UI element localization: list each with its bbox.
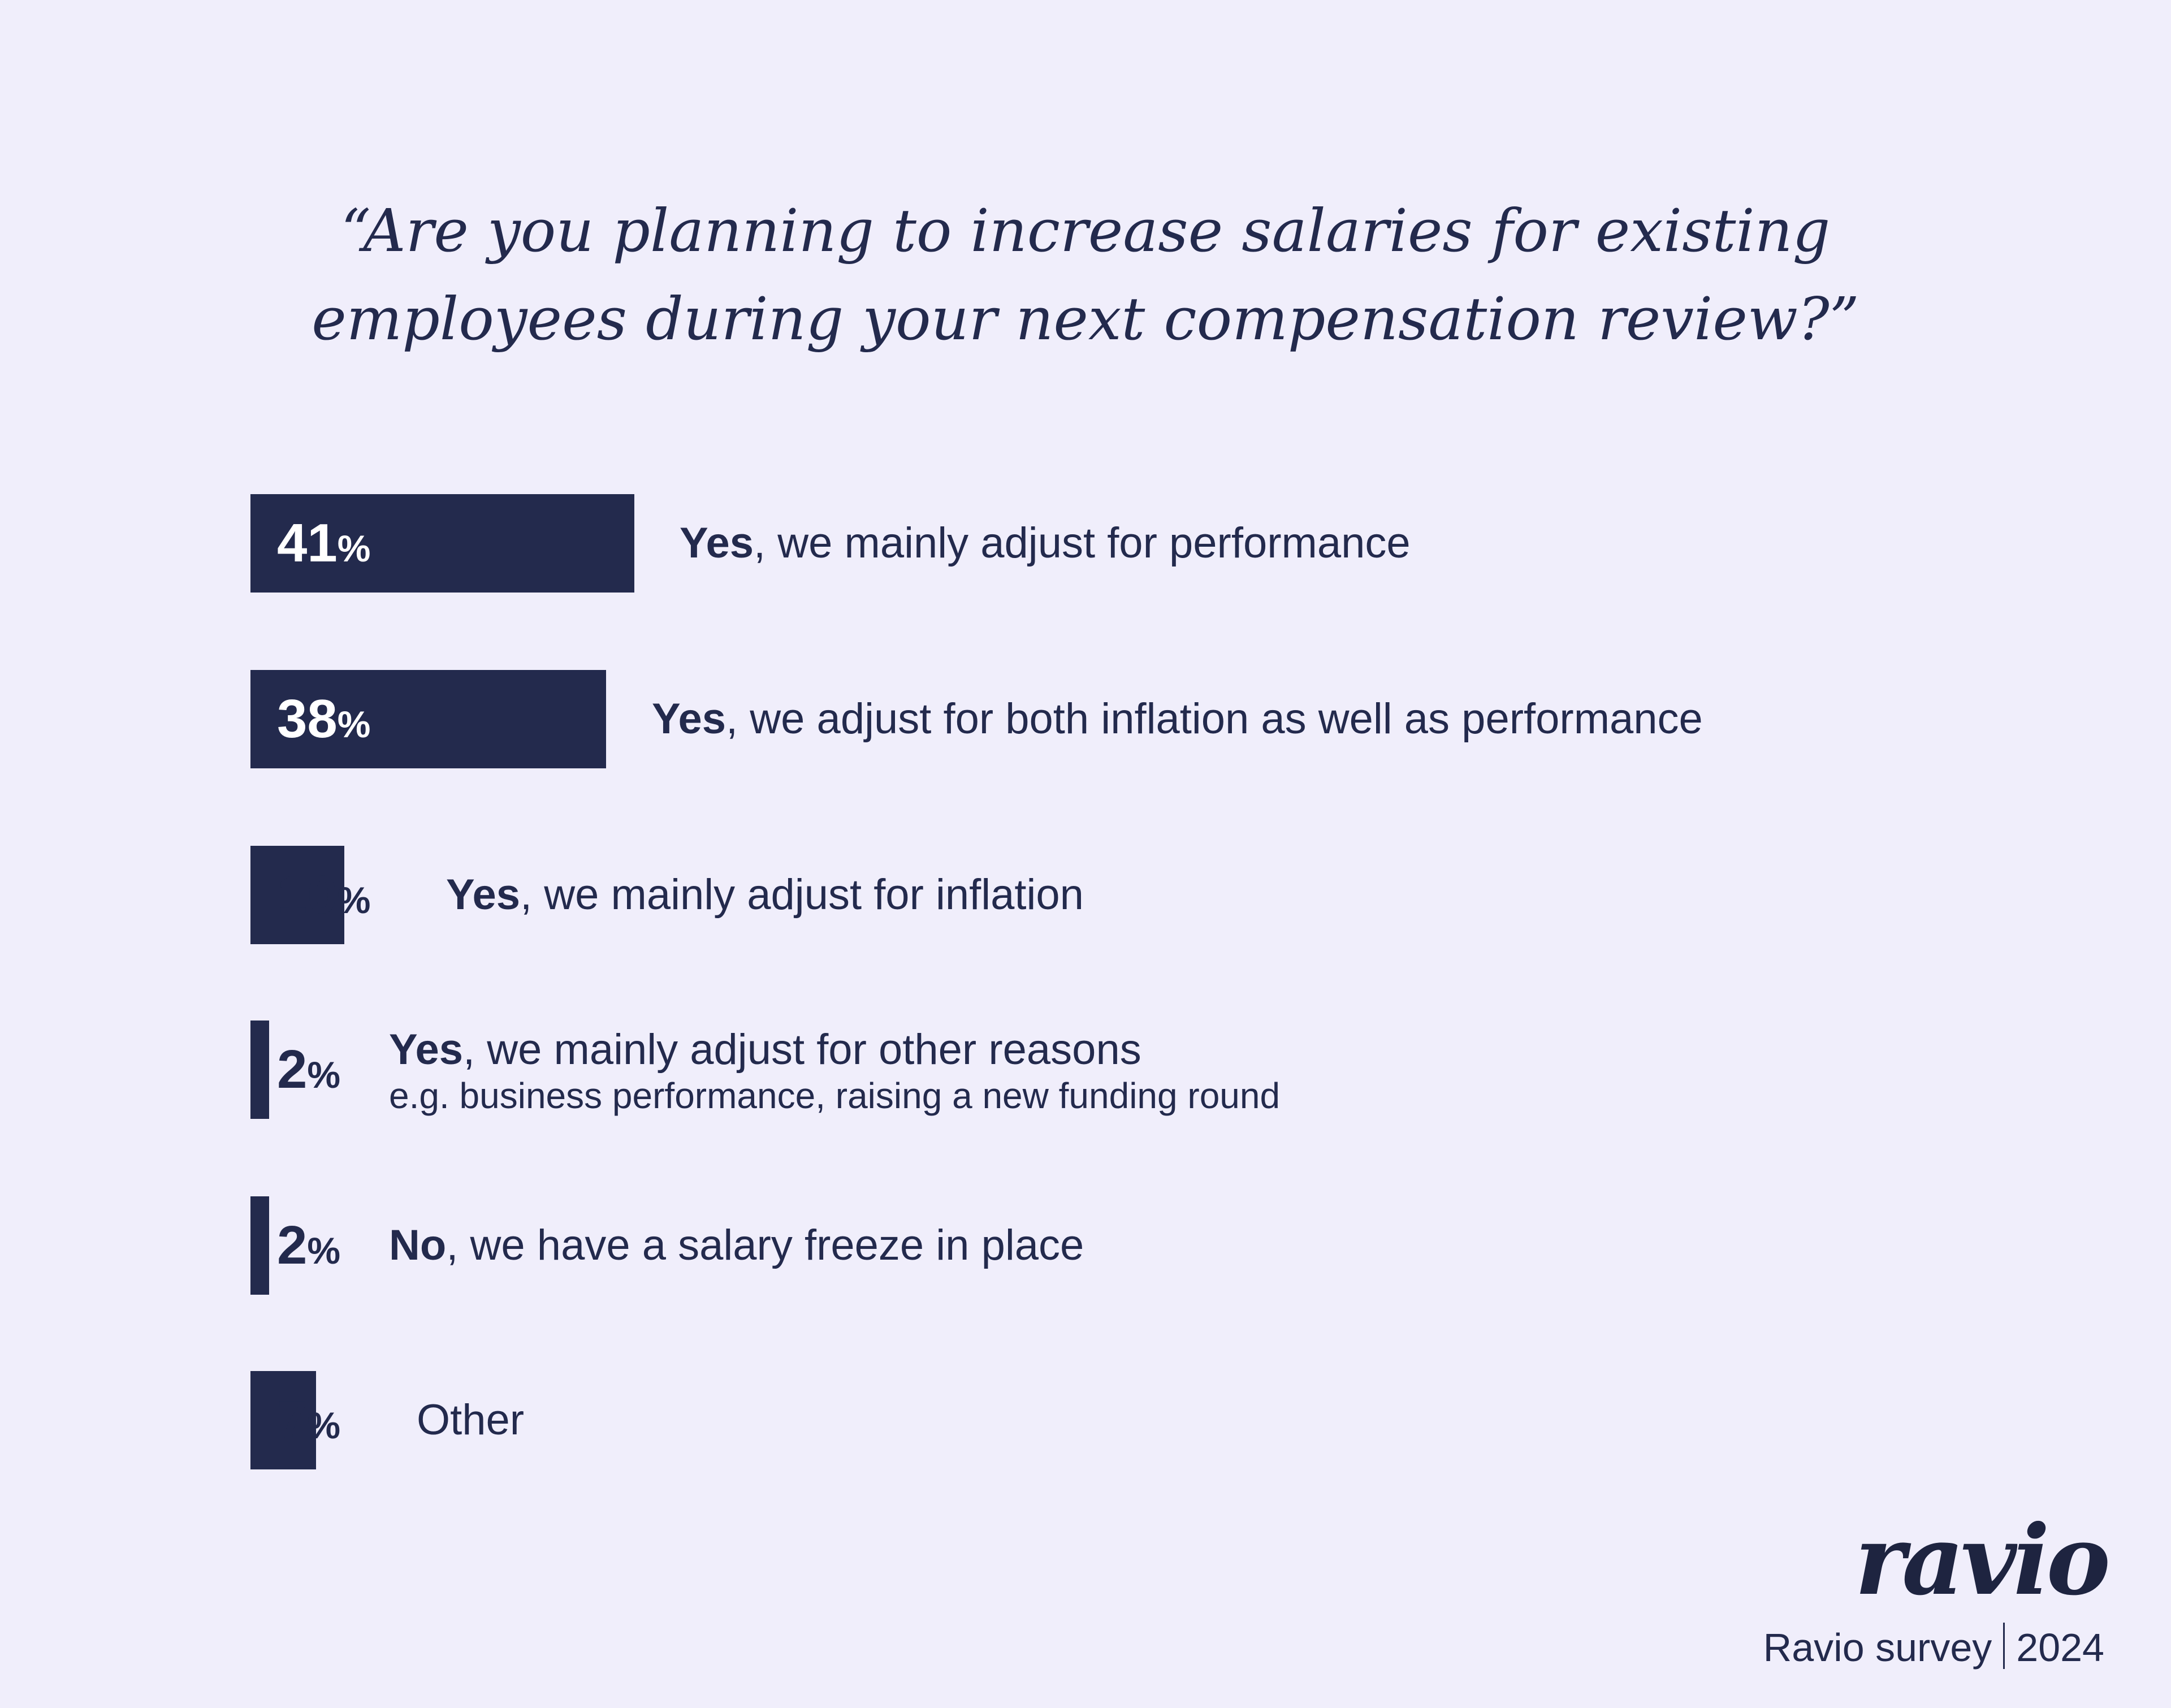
bar [250,670,606,768]
bar-row: 41% Yes, we mainly adjust for performance [250,494,2060,593]
source-text: Ravio survey [1763,1625,1992,1670]
bar-row: 38% Yes, we adjust for both inflation as … [250,670,2060,768]
percent-sign: % [337,527,371,569]
category-label: Yes, we mainly adjust for performance [680,494,1411,593]
category-text: , we mainly adjust for performance [754,519,1411,567]
category-main: Yes, we mainly adjust for inflation [446,869,1084,921]
value-label: 10% [277,846,370,944]
percent-sign: % [307,1230,341,1272]
bar-row: 10% Yes, we mainly adjust for inflation [250,846,2060,944]
value-label: 38% [277,670,370,768]
value-number: 7 [277,1390,308,1450]
title-line-2: employees during your next compensation … [312,284,1859,353]
category-main: Yes, we adjust for both inflation as wel… [652,693,1703,745]
value-label: 2% [277,1021,340,1119]
bar-row: 2% Yes, we mainly adjust for other reason… [250,1021,2060,1119]
category-text: , we mainly adjust for inflation [520,871,1084,919]
value-label: 41% [277,494,370,593]
percent-sign: % [307,1404,341,1446]
category-main: Yes, we mainly adjust for other reasons [389,1024,1280,1076]
value-number: 2 [277,1215,308,1275]
bar [250,1196,269,1295]
bar [250,1021,269,1119]
category-answer: Yes [446,871,521,919]
value-number: 38 [277,689,338,749]
category-text: Other [417,1396,525,1444]
bar-row: 7% Other [250,1371,2060,1469]
category-label: Yes, we mainly adjust for inflation [446,846,1084,944]
category-main: No, we have a salary freeze in place [389,1220,1084,1272]
category-main: Other [417,1394,524,1446]
value-number: 10 [277,864,338,925]
percent-sign: % [307,1054,341,1096]
category-label: Yes, we mainly adjust for other reasons e… [389,1021,1280,1119]
category-label: Other [417,1371,524,1469]
category-main: Yes, we mainly adjust for performance [680,517,1411,569]
source-year: 2024 [2016,1625,2104,1670]
value-number: 2 [277,1039,308,1100]
value-label: 7% [277,1371,340,1469]
category-label: No, we have a salary freeze in place [389,1196,1084,1295]
percent-sign: % [337,703,371,745]
category-label: Yes, we adjust for both inflation as wel… [652,670,1703,768]
category-answer: No [389,1221,447,1269]
category-answer: Yes [652,695,726,743]
category-text: , we mainly adjust for other reasons [463,1026,1141,1074]
title-line-1: “Are you planning to increase salaries f… [340,196,1831,265]
percent-sign: % [337,879,371,921]
footer-source: Ravio survey 2024 [1763,1623,2104,1670]
value-label: 2% [277,1196,340,1295]
category-text: , we have a salary freeze in place [446,1221,1084,1269]
separator [2003,1623,2005,1669]
category-note: e.g. business performance, raising a new… [389,1075,1281,1116]
ravio-logo: ravio [1854,1504,2111,1617]
bar [250,494,634,593]
bar-row: 2% No, we have a salary freeze in place [250,1196,2060,1295]
category-answer: Yes [680,519,754,567]
bar [250,846,344,944]
category-answer: Yes [389,1026,464,1074]
value-number: 41 [277,513,338,573]
category-text: , we adjust for both inflation as well a… [726,695,1703,743]
bar [250,1371,316,1469]
chart-title: “Are you planning to increase salaries f… [0,187,2171,363]
